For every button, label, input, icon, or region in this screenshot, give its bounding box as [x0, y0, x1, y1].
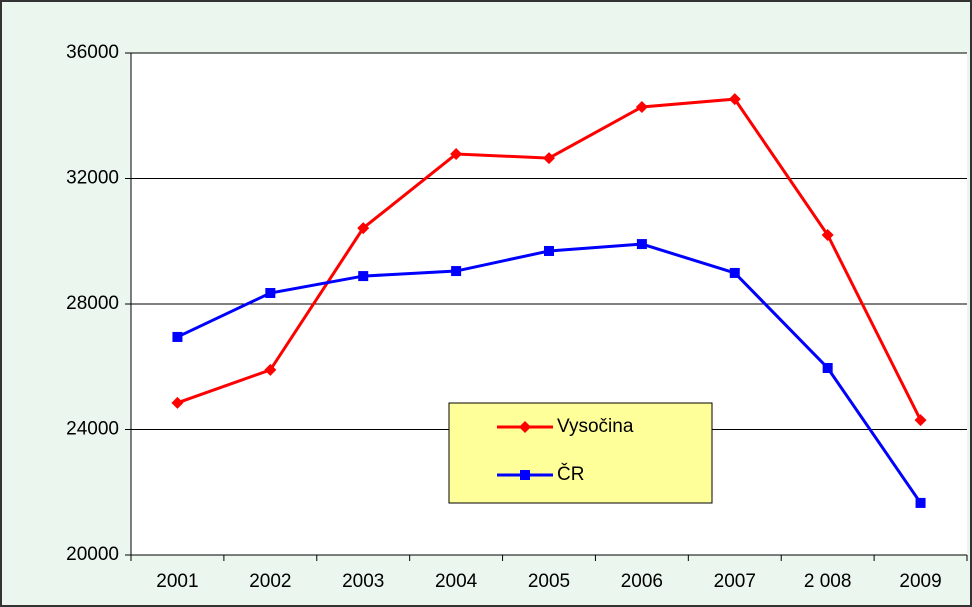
marker: [264, 363, 277, 376]
y-tick-label: 28000: [66, 293, 119, 314]
marker: [520, 470, 530, 480]
legend-label: ČR: [557, 463, 584, 485]
marker: [450, 148, 463, 161]
legend: Vysočina ČR: [448, 402, 713, 504]
marker: [543, 152, 555, 165]
x-tick-label: 2002: [249, 571, 291, 592]
x-tick-label: 2005: [528, 571, 570, 592]
legend-label: Vysočina: [557, 416, 634, 437]
y-tick-label: 32000: [66, 168, 119, 189]
y-tick-label: 24000: [66, 419, 119, 440]
marker: [544, 245, 554, 256]
marker: [822, 363, 833, 374]
x-tick-label: 2004: [435, 571, 478, 592]
x-tick-label: 2001: [156, 571, 198, 592]
marker: [519, 421, 531, 433]
x-tick-label: 2006: [621, 571, 663, 592]
y-tick-label: 20000: [66, 544, 119, 565]
x-tick-label: 2 008: [804, 571, 852, 592]
marker: [451, 266, 462, 277]
marker: [914, 414, 927, 427]
marker: [821, 228, 834, 241]
marker: [635, 100, 648, 113]
marker: [729, 267, 740, 278]
marker: [636, 239, 647, 250]
x-tick-label: 2003: [342, 571, 384, 592]
marker: [172, 331, 183, 342]
marker: [358, 271, 369, 282]
marker: [728, 93, 741, 106]
x-tick-label: 2009: [899, 571, 941, 592]
marker: [171, 396, 184, 409]
marker: [265, 288, 276, 299]
marker: [915, 497, 926, 508]
legend-box: [448, 402, 713, 504]
y-tick-label: 36000: [66, 42, 119, 63]
x-tick-label: 2007: [714, 571, 756, 592]
marker: [357, 222, 370, 235]
